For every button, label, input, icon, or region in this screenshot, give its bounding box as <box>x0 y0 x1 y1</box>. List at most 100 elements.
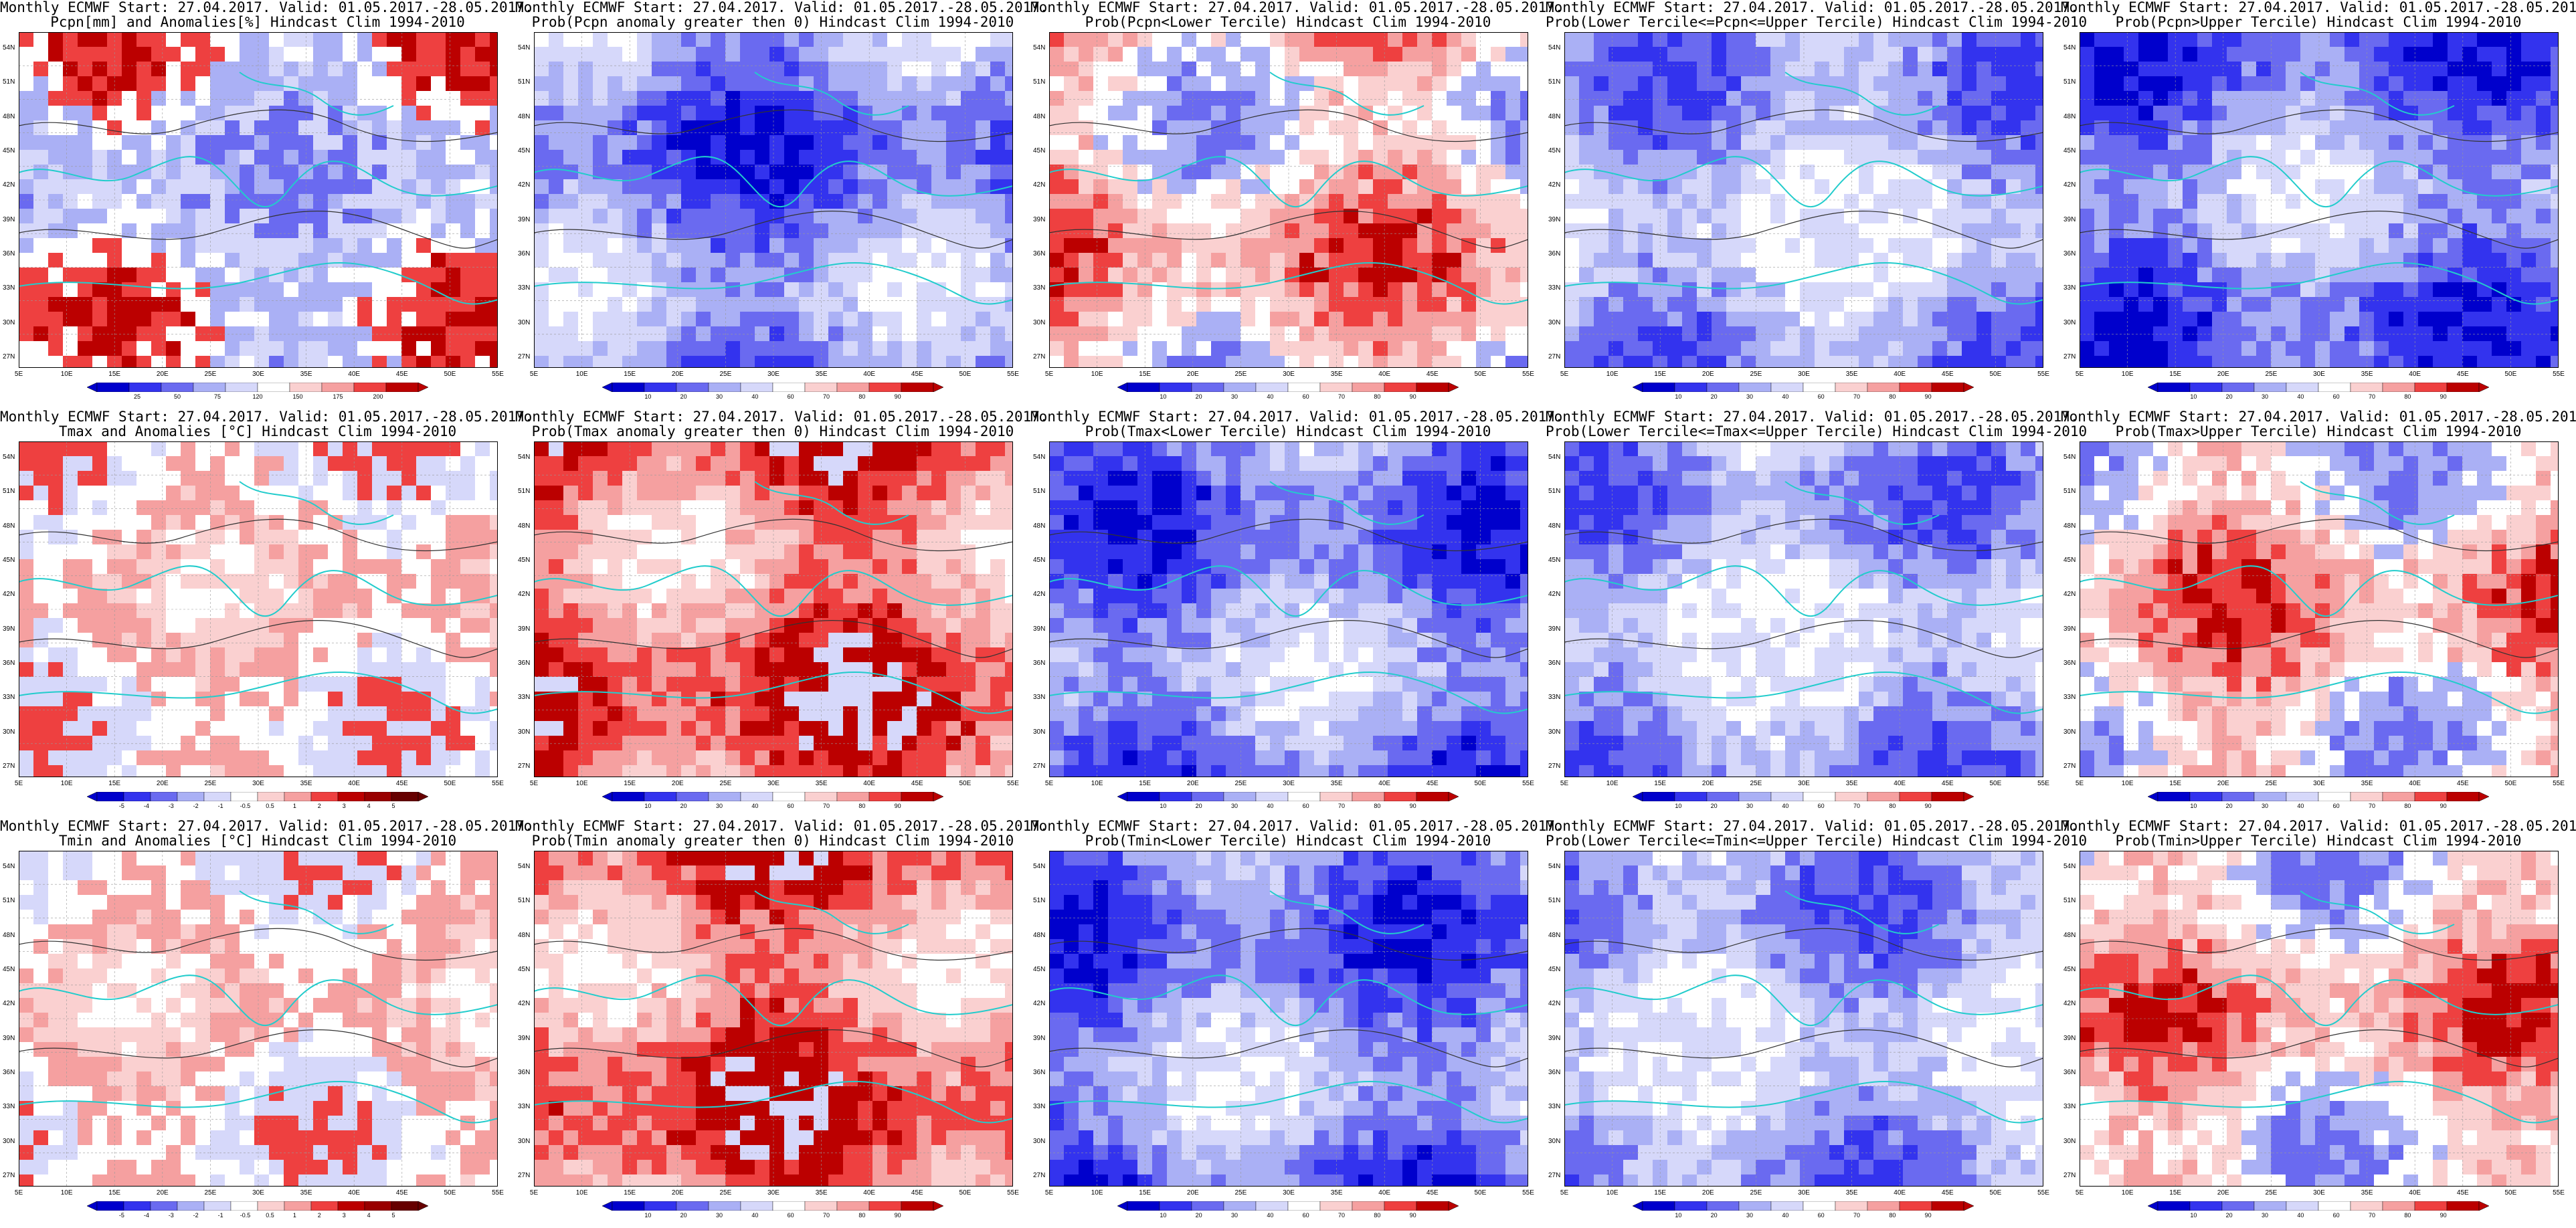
lat-tick-label: 39N <box>3 216 15 223</box>
field-cell <box>1049 297 1065 312</box>
field-cell <box>593 341 608 356</box>
field-cell <box>181 589 196 604</box>
field-cell <box>269 223 284 239</box>
field-cell <box>416 618 432 633</box>
field-cell <box>976 62 991 77</box>
field-cell <box>1770 209 1786 224</box>
field-cell <box>2344 62 2360 77</box>
field-cell <box>460 515 476 530</box>
field-cell <box>284 750 299 766</box>
lat-tick-label: 33N <box>518 284 530 292</box>
field-cell <box>976 120 991 136</box>
field-cell <box>2021 179 2036 195</box>
field-cell <box>284 106 299 121</box>
field-cell <box>328 486 343 501</box>
field-cell <box>1726 223 1742 239</box>
field-cell <box>2300 150 2316 165</box>
field-cell <box>136 486 152 501</box>
field-cell <box>1608 47 1624 62</box>
field-cell <box>401 238 417 253</box>
field-cell <box>2315 209 2330 224</box>
field-cell <box>828 120 844 136</box>
field-cell <box>1123 209 1138 224</box>
field-cell <box>828 32 844 47</box>
colorbar-segment <box>231 792 258 801</box>
field-cell <box>1358 32 1374 47</box>
field-cell <box>976 91 991 106</box>
field-cell <box>578 194 593 209</box>
field-cell <box>1947 341 1962 356</box>
field-cell <box>2536 62 2551 77</box>
field-cell <box>490 765 498 777</box>
field-cell <box>2035 356 2043 368</box>
field-cell <box>828 179 844 195</box>
field-cell <box>1358 282 1374 298</box>
colorbar-segment <box>1352 383 1384 392</box>
panel-header-line: Monthly ECMWF Start: 27.04.2017. Valid: … <box>1546 0 2061 15</box>
field-cell <box>1211 179 1226 195</box>
field-cell <box>1344 135 1359 150</box>
lon-tick-label: 30E <box>1283 371 1295 378</box>
field-cell <box>33 515 49 530</box>
field-cell <box>872 194 888 209</box>
field-cell <box>2551 209 2559 224</box>
field-cell <box>2374 47 2389 62</box>
field-cell <box>63 515 78 530</box>
field-cell <box>608 441 623 457</box>
field-cell <box>136 647 152 663</box>
field-cell <box>1741 312 1756 327</box>
field-cell <box>416 253 432 268</box>
field-cell <box>2448 253 2463 268</box>
field-cell <box>2227 297 2242 312</box>
field-cell <box>976 32 991 47</box>
field-cell <box>431 32 446 47</box>
field-cell <box>1770 135 1786 150</box>
field-cell <box>725 76 741 92</box>
field-cell <box>401 486 417 501</box>
field-cell <box>240 500 255 516</box>
field-cell <box>2256 106 2272 121</box>
field-cell <box>1800 120 1815 136</box>
field-cell <box>2080 297 2095 312</box>
field-cell <box>2153 47 2169 62</box>
field-cell <box>372 282 387 298</box>
field-cell <box>1815 253 1830 268</box>
field-cell <box>1182 223 1197 239</box>
field-cell <box>2521 238 2537 253</box>
field-cell <box>254 618 270 633</box>
field-cell <box>1947 253 1962 268</box>
field-cell <box>372 150 387 165</box>
field-cell <box>711 341 726 356</box>
field-cell <box>1505 165 1521 180</box>
lat-tick-label: 54N <box>3 453 15 461</box>
field-cell <box>475 150 490 165</box>
field-cell <box>1682 91 1697 106</box>
field-cell <box>254 589 270 604</box>
field-cell <box>1991 194 2007 209</box>
field-cell <box>2433 238 2448 253</box>
field-cell <box>181 253 196 268</box>
field-cell <box>2300 76 2316 92</box>
field-cell <box>1903 268 1918 283</box>
field-cell <box>284 120 299 136</box>
field-cell <box>872 47 888 62</box>
field-cell <box>1741 297 1756 312</box>
field-cell <box>19 120 34 136</box>
field-cell <box>1888 91 1904 106</box>
field-cell <box>2462 106 2478 121</box>
field-cell <box>666 47 682 62</box>
field-cell <box>387 120 402 136</box>
field-cell <box>1373 268 1388 283</box>
field-cell <box>2212 91 2227 106</box>
field-cell <box>2271 341 2286 356</box>
panel-title: Tmax and Anomalies [°C] Hindcast Clim 19… <box>0 424 515 439</box>
field-cell <box>136 500 152 516</box>
field-cell <box>1976 209 1992 224</box>
field-cell <box>2124 209 2139 224</box>
field-cell <box>2374 179 2389 195</box>
field-cell <box>2403 76 2419 92</box>
field-cell <box>2536 32 2551 47</box>
field-cell <box>225 165 240 180</box>
field-cell <box>1093 253 1109 268</box>
field-cell <box>2153 135 2169 150</box>
